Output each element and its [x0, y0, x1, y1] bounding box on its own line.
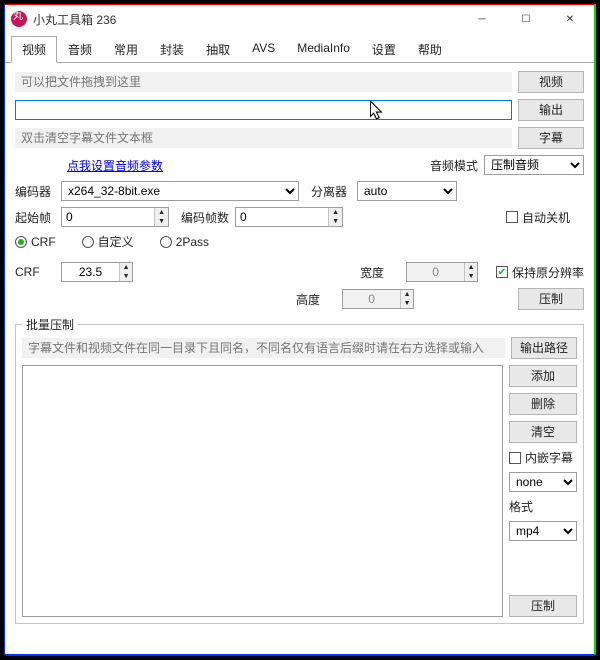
encoder-select[interactable]: x264_32-8bit.exe [61, 181, 299, 201]
tab-settings[interactable]: 设置 [361, 36, 407, 63]
mode-custom-radio[interactable]: 自定义 [82, 233, 134, 250]
format-label: 格式 [509, 498, 577, 515]
format-select[interactable]: mp4 [509, 521, 577, 541]
app-icon [11, 11, 27, 27]
add-button[interactable]: 添加 [509, 365, 577, 387]
mode-crf-radio[interactable]: CRF [15, 235, 56, 249]
mode-2pass-radio[interactable]: 2Pass [160, 235, 209, 249]
audio-mode-label: 音频模式 [430, 157, 478, 174]
clear-button[interactable]: 清空 [509, 421, 577, 443]
tab-help[interactable]: 帮助 [407, 36, 453, 63]
autoclose-check[interactable]: 自动关机 [506, 209, 570, 226]
output-path-input[interactable] [15, 100, 512, 120]
output-button[interactable]: 输出 [518, 99, 584, 121]
audio-mode-select[interactable]: 压制音频 [484, 155, 584, 175]
batch-sidecol: 添加 删除 清空 内嵌字幕 none 格式 mp4 压制 [509, 365, 577, 617]
tab-avs[interactable]: AVS [241, 36, 286, 63]
window-controls: ─ ☐ ✕ [460, 5, 592, 33]
keepres-check[interactable]: ✔保持原分辨率 [496, 264, 584, 281]
video-button[interactable]: 视频 [518, 71, 584, 93]
app-window: 小丸工具箱 236 ─ ☐ ✕ 视频 音频 常用 封装 抽取 AVS Media… [4, 4, 596, 656]
tab-bar: 视频 音频 常用 封装 抽取 AVS MediaInfo 设置 帮助 [5, 33, 594, 63]
width-spinner[interactable]: ▲▼ [406, 262, 478, 282]
batch-legend: 批量压制 [22, 316, 78, 333]
sub-lang-select[interactable]: none [509, 472, 577, 492]
crf-label: CRF [15, 265, 55, 279]
width-label: 宽度 [360, 264, 400, 281]
framecount-label: 编码帧数 [175, 209, 229, 226]
video-drop-input[interactable] [15, 72, 512, 92]
subtitle-input[interactable] [15, 128, 512, 148]
encoder-label: 编码器 [15, 183, 55, 200]
tab-common[interactable]: 常用 [103, 36, 149, 63]
titlebar: 小丸工具箱 236 ─ ☐ ✕ [5, 5, 594, 33]
window-title: 小丸工具箱 236 [33, 11, 460, 28]
separator-label: 分离器 [311, 183, 351, 200]
height-label: 高度 [296, 291, 336, 308]
tab-audio[interactable]: 音频 [57, 36, 103, 63]
maximize-button[interactable]: ☐ [504, 5, 548, 33]
tab-mediainfo[interactable]: MediaInfo [286, 36, 361, 63]
framecount-spinner[interactable]: ▲▼ [235, 207, 343, 227]
separator-select[interactable]: auto [357, 181, 457, 201]
subtitle-button[interactable]: 字幕 [518, 127, 584, 149]
tab-video[interactable]: 视频 [11, 36, 57, 63]
close-button[interactable]: ✕ [548, 5, 592, 33]
tab-mux[interactable]: 封装 [149, 36, 195, 63]
batch-encode-button[interactable]: 压制 [509, 595, 577, 617]
encode-button[interactable]: 压制 [518, 288, 584, 310]
startframe-spinner[interactable]: ▲▼ [61, 207, 169, 227]
batch-hint-input[interactable] [22, 338, 505, 358]
tab-extract[interactable]: 抽取 [195, 36, 241, 63]
height-spinner[interactable]: ▲▼ [342, 289, 414, 309]
content-area: 视频 输出 字幕 点我设置音频参数 音频模式 压制音频 编码器 x264_32-… [5, 63, 594, 654]
delete-button[interactable]: 删除 [509, 393, 577, 415]
startframe-label: 起始帧 [15, 209, 55, 226]
outpath-button[interactable]: 输出路径 [511, 337, 577, 359]
batch-fieldset: 批量压制 输出路径 添加 删除 清空 内嵌字幕 none 格式 mp4 压制 [15, 316, 584, 624]
audio-params-link[interactable]: 点我设置音频参数 [67, 157, 163, 174]
minimize-button[interactable]: ─ [460, 5, 504, 33]
batch-listbox[interactable] [22, 365, 503, 617]
crf-spinner[interactable]: ▲▼ [61, 262, 133, 282]
embedsub-check[interactable]: 内嵌字幕 [509, 449, 577, 466]
